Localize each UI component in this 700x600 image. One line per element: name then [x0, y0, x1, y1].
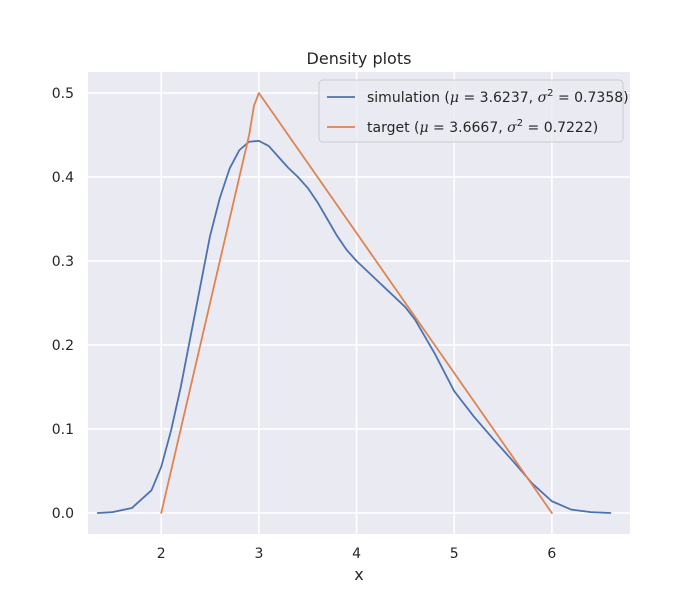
series-group [96, 92, 612, 514]
series-line-target [160, 92, 553, 514]
x-tick-label: 3 [254, 546, 263, 562]
x-tick-label: 6 [547, 546, 556, 562]
y-tick-label: 0.4 [52, 170, 74, 186]
plot-area [88, 72, 630, 534]
legend-entry-simulation: simulation (μ = 3.6237, σ2 = 0.7358) [367, 88, 629, 106]
tick-labels: 2 3 4 5 6 0.0 0.1 0.2 0.3 0.4 0.5 [52, 86, 557, 562]
x-tick-label: 4 [352, 546, 361, 562]
legend-box [318, 79, 624, 143]
legend-series-name: simulation [367, 90, 440, 106]
y-tick-label: 0.5 [52, 86, 74, 102]
y-tick-label: 0.2 [52, 338, 74, 354]
y-tick-label: 0.0 [52, 506, 74, 522]
chart-title: Density plots [307, 49, 412, 68]
legend-sigma2-value: 0.7358 [574, 90, 623, 106]
x-tick-label: 5 [450, 546, 459, 562]
legend-mu-value: 3.6237 [480, 90, 529, 106]
x-axis-label: x [354, 565, 363, 584]
legend: simulation (μ = 3.6237, σ2 = 0.7358) targ… [318, 79, 629, 143]
legend-sigma2-value: 0.7222 [544, 120, 593, 136]
x-tick-label: 2 [157, 546, 166, 562]
legend-series-name: target [367, 120, 410, 136]
series-line-simulation [96, 139, 612, 514]
y-tick-label: 0.1 [52, 422, 74, 438]
legend-entry-target: target (μ = 3.6667, σ2 = 0.7222) [367, 118, 598, 136]
y-tick-label: 0.3 [52, 254, 74, 270]
legend-mu-value: 3.6667 [449, 120, 498, 136]
